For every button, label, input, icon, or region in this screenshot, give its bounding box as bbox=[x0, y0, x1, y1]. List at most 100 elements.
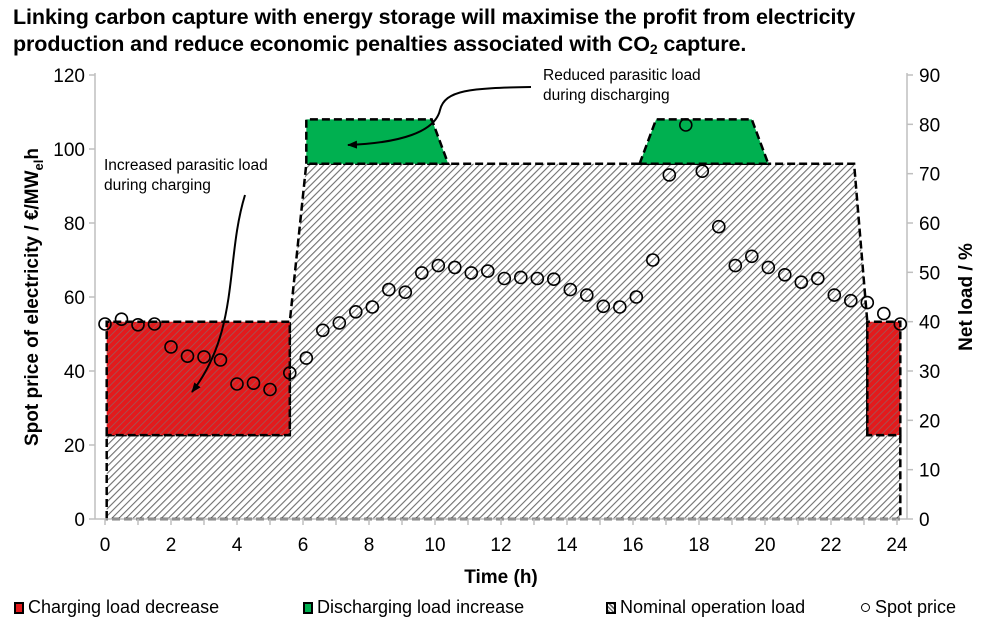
y-left-tick-label: 100 bbox=[53, 140, 85, 161]
spot-price-point bbox=[893, 317, 908, 331]
annotation-discharging-line-1: Reduced parasitic load bbox=[543, 67, 701, 84]
spot-price-point bbox=[315, 323, 330, 338]
y-right-tick-label: 20 bbox=[919, 411, 940, 432]
spot-price-points bbox=[98, 118, 908, 397]
spot-price-point bbox=[147, 317, 162, 331]
chart-title-subscript: 2 bbox=[649, 41, 658, 57]
y-left-tick-label: 20 bbox=[64, 436, 85, 457]
legend: Charging load decrease Discharging load … bbox=[0, 597, 1000, 621]
legend-item-spot-price: Spot price bbox=[861, 597, 956, 618]
legend-label-spot-price: Spot price bbox=[875, 597, 957, 617]
y-right-tick-label: 80 bbox=[919, 115, 940, 136]
x-tick-label: 4 bbox=[232, 535, 243, 556]
spot-price-point bbox=[381, 282, 396, 297]
spot-price-point bbox=[629, 290, 644, 304]
spot-price-point bbox=[480, 264, 495, 278]
spot-price-point bbox=[596, 299, 611, 314]
chart-title: Linking carbon capture with energy stora… bbox=[13, 4, 998, 58]
x-tick-label: 12 bbox=[490, 535, 511, 556]
spot-price-point bbox=[348, 304, 363, 319]
spot-price-point bbox=[213, 353, 228, 367]
y-right-tick-label: 10 bbox=[919, 461, 940, 482]
spot-price-point bbox=[497, 271, 512, 286]
spot-price-point bbox=[777, 267, 792, 282]
spot-price-point bbox=[299, 351, 314, 365]
y-left-tick-label: 40 bbox=[64, 362, 85, 383]
spot-price-point bbox=[678, 118, 693, 132]
spot-price-point bbox=[246, 376, 261, 391]
x-axis-title: Time (h) bbox=[464, 567, 538, 588]
spot-price-point bbox=[464, 266, 479, 280]
annotation-discharging-arrow bbox=[347, 86, 532, 149]
discharging-load-increase-area-2 bbox=[637, 118, 771, 166]
spot-price-point bbox=[431, 258, 446, 273]
charging-load-decrease-area-1 bbox=[105, 320, 292, 437]
legend-marker-circle-icon bbox=[861, 603, 870, 612]
x-tick-label: 2 bbox=[166, 535, 177, 556]
legend-label-nominal: Nominal operation load bbox=[620, 597, 806, 617]
spot-price-point bbox=[131, 317, 145, 332]
discharging-load-increase-area-1 bbox=[305, 118, 450, 166]
spot-price-point bbox=[164, 340, 178, 354]
spot-price-point bbox=[876, 306, 891, 321]
spot-price-point bbox=[98, 317, 112, 331]
spot-price-point bbox=[579, 288, 594, 302]
x-tick-label: 14 bbox=[556, 535, 578, 556]
x-tick-label: 16 bbox=[622, 535, 643, 556]
legend-item-discharging: Discharging load increase bbox=[303, 597, 524, 618]
y-left-axis-title-tail: h bbox=[22, 148, 43, 160]
x-tick-label: 10 bbox=[424, 535, 445, 556]
y-left-axis-title-main: Spot price of electricity / €/MW bbox=[22, 170, 43, 446]
annotation-layer: Increased parasitic load during charging… bbox=[104, 67, 701, 393]
annotation-discharging-line-2: during discharging bbox=[543, 87, 670, 104]
spot-price-point bbox=[728, 258, 743, 273]
y-right-tick-label: 30 bbox=[919, 362, 940, 383]
spot-price-point bbox=[645, 253, 660, 267]
spot-price-point bbox=[711, 219, 726, 234]
spot-price-point bbox=[695, 164, 710, 178]
spot-price-point bbox=[612, 300, 627, 314]
y-left-tick-label: 80 bbox=[64, 214, 85, 235]
chart-title-line-1: Linking carbon capture with energy stora… bbox=[13, 5, 856, 29]
spot-price-point bbox=[114, 312, 129, 327]
charging-load-decrease-area-2 bbox=[866, 320, 902, 437]
spot-price-point bbox=[744, 249, 759, 264]
spot-price-point bbox=[513, 270, 528, 285]
x-tick-label: 6 bbox=[298, 535, 309, 556]
spot-price-point bbox=[761, 260, 776, 275]
y-left-tick-label: 60 bbox=[64, 288, 85, 309]
spot-price-point bbox=[810, 271, 825, 286]
y-right-axis-title: Net load / % bbox=[956, 243, 977, 351]
spot-price-point bbox=[263, 382, 277, 397]
legend-label-charging: Charging load decrease bbox=[28, 597, 220, 617]
spot-price-point bbox=[794, 275, 809, 290]
spot-price-point bbox=[860, 295, 875, 310]
spot-price-point bbox=[546, 272, 561, 287]
y-left-tick-label: 120 bbox=[53, 66, 85, 87]
y-right-tick-label: 40 bbox=[919, 313, 940, 334]
x-tick-label: 22 bbox=[820, 535, 841, 556]
spot-price-point bbox=[230, 377, 244, 391]
y-right-tick-label: 70 bbox=[919, 165, 940, 186]
y-left-tick-label: 0 bbox=[74, 510, 85, 531]
x-tick-label: 20 bbox=[754, 535, 775, 556]
x-tick-label: 18 bbox=[688, 535, 709, 556]
spot-price-point bbox=[282, 366, 297, 380]
spot-price-point bbox=[447, 260, 462, 275]
x-tick-label: 24 bbox=[886, 535, 908, 556]
x-tick-label: 0 bbox=[100, 535, 111, 556]
chart-title-line-2: production and reduce economic penalties… bbox=[13, 31, 998, 58]
legend-swatch-charging-icon bbox=[14, 601, 24, 614]
legend-item-charging: Charging load decrease bbox=[14, 597, 219, 618]
legend-swatch-discharging-icon bbox=[303, 601, 313, 614]
legend-item-nominal: Nominal operation load bbox=[606, 597, 805, 618]
spot-price-point bbox=[530, 271, 545, 286]
spot-price-point bbox=[827, 288, 842, 302]
y-left-axis-title-sub: el bbox=[31, 160, 46, 171]
annotation-charging-line-1: Increased parasitic load bbox=[104, 157, 268, 174]
spot-price-point bbox=[414, 266, 429, 280]
spot-price-point bbox=[843, 293, 858, 308]
chart-title-line-2-tail: capture. bbox=[657, 32, 747, 56]
